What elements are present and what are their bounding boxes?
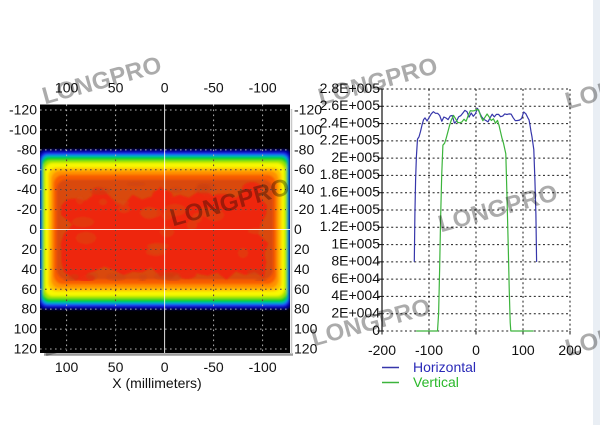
svg-text:80: 80 <box>294 301 310 317</box>
svg-text:-40: -40 <box>294 181 314 197</box>
svg-text:0: 0 <box>29 221 37 237</box>
svg-text:-100: -100 <box>249 80 277 96</box>
svg-text:-80: -80 <box>294 141 314 157</box>
svg-text:-100: -100 <box>249 359 277 375</box>
svg-text:2.2E+005: 2.2E+005 <box>320 132 381 148</box>
svg-text:-120: -120 <box>294 102 322 118</box>
svg-text:60: 60 <box>294 281 310 297</box>
svg-text:0: 0 <box>161 359 169 375</box>
svg-text:100: 100 <box>511 342 535 358</box>
svg-text:-100: -100 <box>415 342 443 358</box>
svg-text:40: 40 <box>21 261 37 277</box>
svg-text:1.6E+005: 1.6E+005 <box>320 184 381 200</box>
svg-text:50: 50 <box>108 80 124 96</box>
svg-text:2E+005: 2E+005 <box>331 149 380 165</box>
svg-text:-100: -100 <box>294 121 322 137</box>
svg-text:6E+004: 6E+004 <box>331 270 380 286</box>
svg-text:-40: -40 <box>17 181 37 197</box>
svg-text:100: 100 <box>55 359 79 375</box>
svg-text:1E+005: 1E+005 <box>331 235 380 251</box>
svg-text:-50: -50 <box>203 359 223 375</box>
svg-text:200: 200 <box>558 342 582 358</box>
svg-text:-200: -200 <box>368 342 396 358</box>
svg-text:-60: -60 <box>17 161 37 177</box>
svg-text:2.8E+005: 2.8E+005 <box>320 80 381 96</box>
svg-text:1.2E+005: 1.2E+005 <box>320 218 381 234</box>
svg-text:60: 60 <box>21 281 37 297</box>
svg-text:-20: -20 <box>294 201 314 217</box>
svg-text:80: 80 <box>21 301 37 317</box>
svg-text:0: 0 <box>294 221 302 237</box>
svg-text:-100: -100 <box>9 121 37 137</box>
svg-text:8E+004: 8E+004 <box>331 253 380 269</box>
svg-text:50: 50 <box>108 359 124 375</box>
svg-text:20: 20 <box>21 241 37 257</box>
svg-text:2.6E+005: 2.6E+005 <box>320 97 381 113</box>
svg-text:1.8E+005: 1.8E+005 <box>320 166 381 182</box>
svg-text:-20: -20 <box>17 201 37 217</box>
svg-text:100: 100 <box>294 321 318 337</box>
svg-text:-50: -50 <box>203 80 223 96</box>
svg-text:0: 0 <box>372 322 380 338</box>
svg-text:0: 0 <box>472 342 480 358</box>
svg-text:4E+004: 4E+004 <box>331 287 380 303</box>
svg-text:0: 0 <box>161 80 169 96</box>
svg-text:2.4E+005: 2.4E+005 <box>320 114 381 130</box>
svg-text:-80: -80 <box>17 141 37 157</box>
svg-text:120: 120 <box>14 341 38 357</box>
svg-text:20: 20 <box>294 241 310 257</box>
svg-text:-120: -120 <box>9 102 37 118</box>
svg-text:-60: -60 <box>294 161 314 177</box>
svg-text:40: 40 <box>294 261 310 277</box>
svg-text:2E+004: 2E+004 <box>331 305 380 321</box>
svg-text:Vertical: Vertical <box>413 374 459 390</box>
svg-text:120: 120 <box>294 341 318 357</box>
svg-text:X (millimeters): X (millimeters) <box>112 375 201 391</box>
svg-text:100: 100 <box>55 80 79 96</box>
svg-text:1.4E+005: 1.4E+005 <box>320 201 381 217</box>
svg-text:100: 100 <box>14 321 38 337</box>
svg-text:Horizontal: Horizontal <box>413 359 476 375</box>
